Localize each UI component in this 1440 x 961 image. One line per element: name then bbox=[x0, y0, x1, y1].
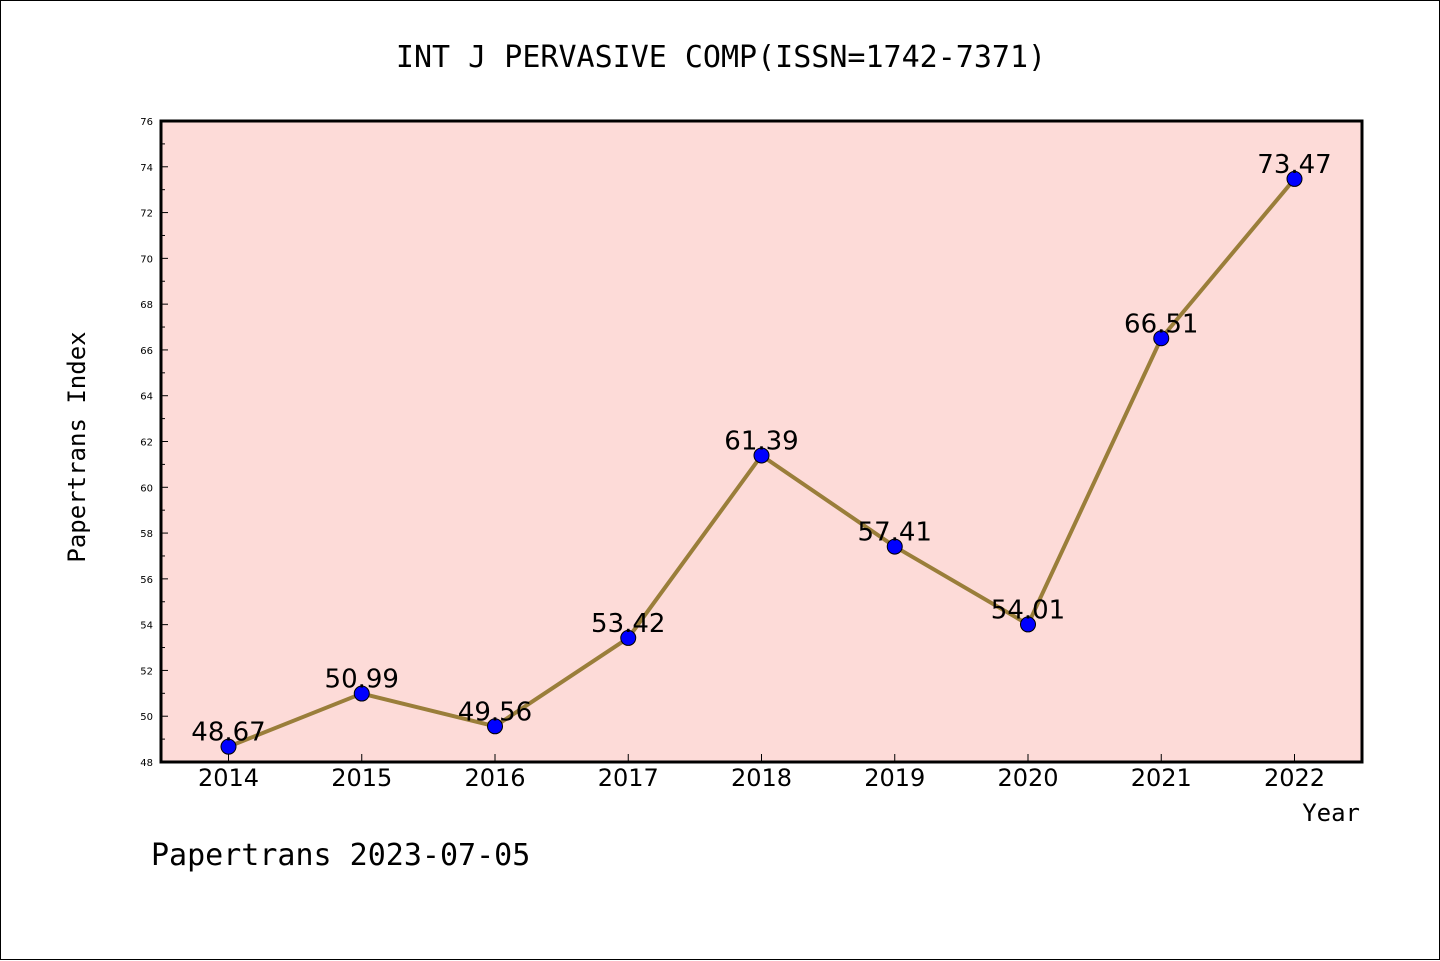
y-tick-label: 72 bbox=[140, 209, 153, 220]
x-tick-label: 2021 bbox=[1131, 764, 1192, 792]
data-point bbox=[220, 738, 237, 755]
data-point bbox=[1286, 170, 1303, 187]
x-tick-label: 2017 bbox=[598, 764, 659, 792]
data-label: 54.01 bbox=[991, 595, 1065, 625]
x-tick-label: 2018 bbox=[731, 764, 792, 792]
y-tick-label: 48 bbox=[140, 758, 153, 769]
y-tick-label: 68 bbox=[140, 300, 153, 311]
data-label: 49.56 bbox=[458, 697, 532, 727]
x-tick-label: 2014 bbox=[198, 764, 259, 792]
y-tick-label: 74 bbox=[140, 163, 153, 174]
data-point bbox=[1153, 330, 1170, 347]
series-group: 48.67 50.99 49.56 53.42 61.39 57.41 54.01 66.51… bbox=[191, 150, 1332, 755]
data-label: 73.47 bbox=[1257, 150, 1331, 180]
data-point bbox=[886, 538, 903, 555]
chart-title: INT J PERVASIVE COMP(ISSN=1742-7371) bbox=[396, 40, 1046, 75]
x-tick-label: 2022 bbox=[1264, 764, 1325, 792]
y-axis-label: Papertrans Index bbox=[63, 331, 91, 562]
data-label: 50.99 bbox=[325, 665, 399, 695]
y-tick-label: 58 bbox=[140, 529, 153, 540]
y-axis: 48 50 52 54 56 58 60 62 64 66 68 70 72 74 76 bbox=[140, 117, 168, 769]
x-tick-label: 2016 bbox=[464, 764, 525, 792]
y-tick-label: 52 bbox=[140, 666, 153, 677]
data-label: 53.42 bbox=[591, 609, 665, 639]
y-tick-label: 56 bbox=[140, 575, 153, 586]
data-label: 57.41 bbox=[858, 518, 932, 548]
data-label: 48.67 bbox=[191, 718, 265, 748]
y-tick-label: 66 bbox=[140, 346, 153, 357]
y-tick-label: 62 bbox=[140, 438, 153, 449]
y-tick-label: 64 bbox=[140, 392, 153, 403]
x-axis-label: Year bbox=[1302, 799, 1360, 827]
footer-text: Papertrans 2023-07-05 bbox=[151, 838, 530, 873]
x-tick-label: 2019 bbox=[864, 764, 925, 792]
data-label: 61.39 bbox=[724, 426, 798, 456]
data-point bbox=[487, 718, 503, 735]
x-tick-label: 2015 bbox=[331, 764, 392, 792]
x-tick-label: 2020 bbox=[997, 764, 1058, 792]
data-point bbox=[1020, 616, 1036, 633]
y-tick-label: 70 bbox=[140, 254, 153, 265]
x-axis: 2014 2015 2016 2017 2018 2019 2020 2021 2022 bbox=[198, 754, 1325, 792]
y-tick-label: 60 bbox=[140, 483, 153, 494]
y-tick-label: 76 bbox=[140, 117, 153, 128]
y-tick-label: 50 bbox=[140, 712, 153, 723]
data-point bbox=[353, 685, 370, 702]
data-point bbox=[753, 447, 770, 464]
data-point bbox=[620, 629, 637, 646]
plot-area bbox=[159, 119, 1364, 764]
data-label: 66.51 bbox=[1124, 309, 1198, 339]
y-tick-label: 54 bbox=[140, 621, 153, 632]
